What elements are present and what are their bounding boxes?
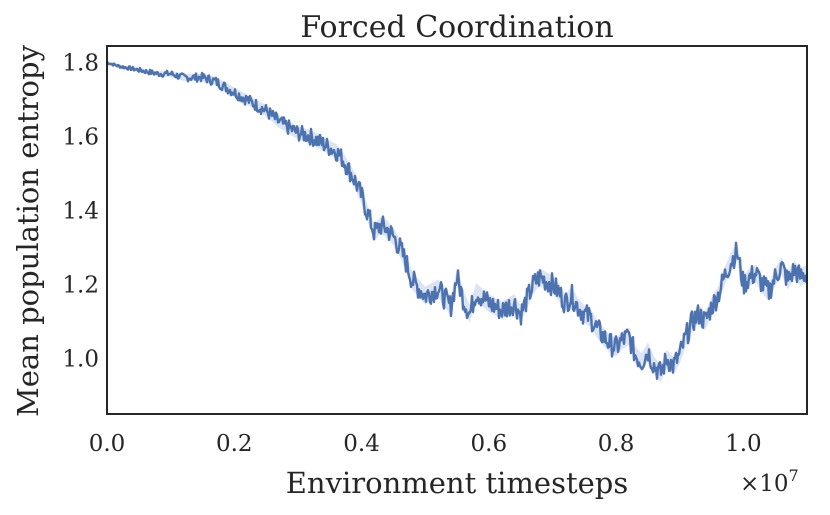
x-offset-label: ×107 (740, 466, 799, 497)
x-offset-base: ×10 (740, 471, 789, 497)
y-tick-label: 1.2 (62, 273, 99, 299)
x-tick-label: 0.6 (471, 431, 508, 457)
x-tick-label: 0.2 (216, 431, 253, 457)
confidence-band-layer (107, 61, 807, 383)
y-axis-label: Mean population entropy (11, 44, 45, 417)
y-tick-label: 1.8 (62, 51, 99, 77)
y-tick-label: 1.4 (62, 199, 99, 225)
plot-frame (106, 45, 808, 415)
x-tick-label: 1.0 (725, 431, 762, 457)
y-tick-label: 1.6 (62, 125, 99, 151)
y-tick-label: 1.0 (62, 347, 99, 373)
chart-title: Forced Coordination (300, 10, 613, 45)
tick-layer: 0.0 0.2 0.4 0.6 0.8 1.0 1.0 1.2 1.4 1.6 1.8 (62, 51, 761, 457)
x-tick-label: 0.4 (343, 431, 380, 457)
x-axis-label: Environment timesteps (286, 466, 628, 500)
x-tick-label: 0.8 (598, 431, 635, 457)
x-offset-exponent: 7 (789, 466, 799, 485)
series-confidence-band (107, 61, 807, 383)
series-line-layer (106, 61, 809, 380)
series-line (106, 61, 809, 380)
x-tick-label: 0.0 (89, 431, 126, 457)
